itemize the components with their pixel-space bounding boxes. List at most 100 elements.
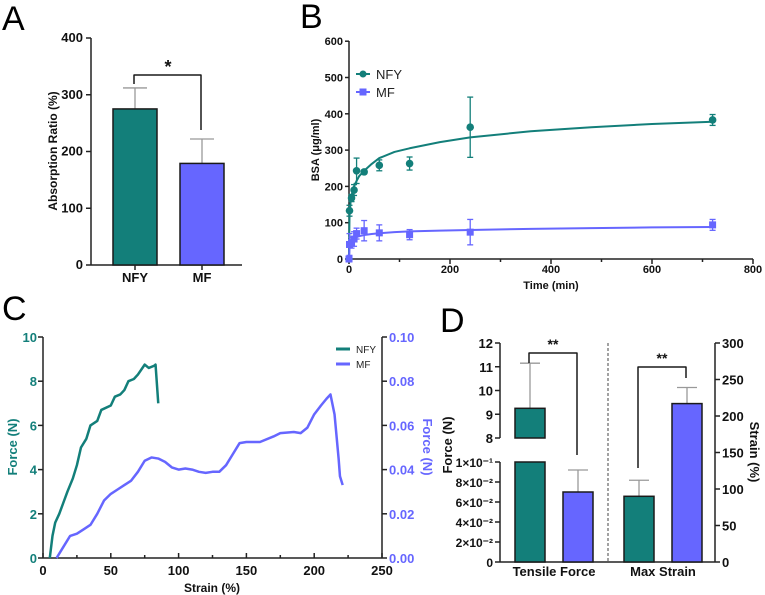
x-tick-label: 200 xyxy=(303,563,325,578)
x-tick-label: Max Strain xyxy=(630,564,696,579)
legend-label: MF xyxy=(356,360,370,371)
y-axis-label-left: Force (N) xyxy=(440,416,455,473)
y-tick-label: 6×10⁻² xyxy=(456,496,493,510)
y-tick-label: 600 xyxy=(325,36,343,48)
x-tick-label: 800 xyxy=(744,264,762,276)
y-right-tick-label: 0.08 xyxy=(389,374,414,389)
y-right-tick-label: 50 xyxy=(722,519,736,534)
curve-nfy xyxy=(48,363,160,559)
data-point-nfy xyxy=(466,123,475,132)
panel-label-a: A xyxy=(2,0,25,38)
y-right-tick-label: 200 xyxy=(722,409,744,424)
x-axis-label: Time (min) xyxy=(523,280,579,292)
y-axis-label: Absorption Ratio (%) xyxy=(46,91,60,210)
data-point-nfy xyxy=(350,186,358,194)
data-point-nfy xyxy=(360,168,368,176)
fit-curve-mf xyxy=(348,226,713,260)
y-tick-label: 8 xyxy=(486,431,493,446)
y-tick-label: 0 xyxy=(486,556,493,570)
data-point-mf xyxy=(348,239,356,247)
bar-mf xyxy=(179,162,225,266)
y-tick-label: 200 xyxy=(61,144,83,159)
data-point-nfy xyxy=(345,206,354,215)
y-tick-label: 10 xyxy=(479,384,493,399)
y-right-tick-label: 0 xyxy=(722,555,729,570)
y-right-tick-label: 0.04 xyxy=(389,463,415,478)
y-right-tick-label: 150 xyxy=(722,446,744,461)
x-tick-label: MF xyxy=(193,270,212,285)
y-right-tick-label: 0.10 xyxy=(389,330,414,345)
data-point-mf xyxy=(466,228,474,236)
y-tick-label: 8×10⁻² xyxy=(456,476,493,490)
panel-label-c: C xyxy=(2,290,27,328)
y-axis-label-right: Strain (%) xyxy=(747,422,762,483)
data-point-mf xyxy=(375,229,383,237)
legend-label: MF xyxy=(376,85,395,100)
bar-strain-nfy xyxy=(623,495,655,563)
x-tick-label: 0 xyxy=(346,264,352,276)
bar-nfy xyxy=(112,108,158,266)
bar-tensile-mf xyxy=(562,491,594,563)
legend-label: NFY xyxy=(356,345,376,356)
y-tick-label: 100 xyxy=(325,218,343,230)
panel-label-b: B xyxy=(300,0,323,36)
y-tick-label: 500 xyxy=(325,73,343,85)
y-tick-label: 1×10⁻¹ xyxy=(456,456,493,470)
y-tick-label: 2×10⁻² xyxy=(456,536,493,550)
significance-marker: ** xyxy=(657,350,668,366)
fit-curve-nfy xyxy=(348,120,713,260)
data-point-mf xyxy=(353,230,361,238)
y-tick-label: 400 xyxy=(325,109,343,121)
y-tick-label: 200 xyxy=(325,181,343,193)
y-tick-label: 11 xyxy=(479,360,493,375)
y-axis-label-right: Force (N) xyxy=(420,418,435,475)
y-tick-label: 6 xyxy=(30,418,37,433)
y-tick-label: 400 xyxy=(61,30,83,45)
x-axis-label: Strain (%) xyxy=(184,581,240,595)
y-right-tick-label: 250 xyxy=(722,373,744,388)
significance-bracket xyxy=(528,352,578,455)
y-tick-label: 12 xyxy=(479,336,493,351)
y-axis-label: BSA (μg/ml) xyxy=(310,118,322,181)
y-tick-label: 300 xyxy=(325,145,343,157)
y-right-tick-label: 0.02 xyxy=(389,507,414,522)
y-tick-label: 0 xyxy=(337,254,343,266)
y-tick-label: 4 xyxy=(30,463,38,478)
x-tick-label: 150 xyxy=(236,563,258,578)
y-tick-label: 8 xyxy=(30,374,37,389)
data-point-mf xyxy=(406,231,414,239)
significance-marker: ** xyxy=(548,336,559,352)
y-tick-label: 10 xyxy=(23,330,37,345)
y-tick-label: 0 xyxy=(30,551,37,566)
y-right-tick-label: 0.06 xyxy=(389,418,414,433)
curve-mf xyxy=(55,393,344,559)
bar-tensile-nfy-upper xyxy=(514,407,546,439)
data-point-mf xyxy=(360,227,368,235)
significance-bracket xyxy=(637,366,687,468)
y-right-tick-label: 0.00 xyxy=(389,551,414,566)
x-tick-label: 400 xyxy=(542,264,560,276)
y-right-tick-label: 100 xyxy=(722,482,744,497)
data-point-nfy xyxy=(405,159,414,168)
x-tick-label: 250 xyxy=(371,563,393,578)
y-tick-label: 9 xyxy=(486,407,493,422)
x-tick-label: 600 xyxy=(643,264,661,276)
bar-tensile-nfy-lower xyxy=(514,461,546,563)
y-axis-label-left: Force (N) xyxy=(5,418,20,475)
y-tick-label: 0 xyxy=(76,257,83,272)
panel-label-d: D xyxy=(440,302,465,340)
x-tick-label: NFY xyxy=(122,270,148,285)
legend-label: NFY xyxy=(376,67,402,82)
x-tick-label: 200 xyxy=(441,264,459,276)
data-point-nfy xyxy=(352,166,361,175)
legend-marker-nfy xyxy=(359,70,367,78)
data-point-mf xyxy=(709,221,717,229)
significance-bracket xyxy=(133,74,202,130)
legend-marker-mf xyxy=(359,88,367,96)
significance-marker: * xyxy=(164,57,171,77)
data-point-nfy xyxy=(708,116,717,124)
bar-strain-mf xyxy=(671,402,703,563)
x-tick-label: 50 xyxy=(104,563,118,578)
y-tick-label: 2 xyxy=(30,507,37,522)
